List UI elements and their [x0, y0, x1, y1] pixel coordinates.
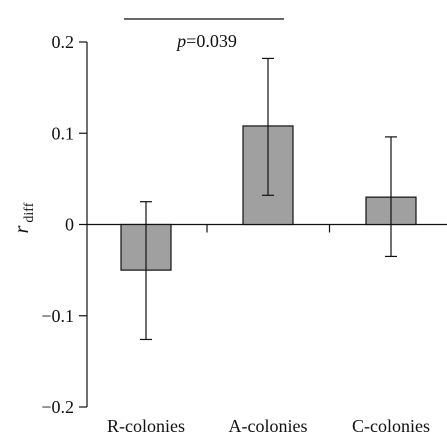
y-tick-label: −0.2: [41, 397, 74, 417]
significance-p: p: [175, 31, 186, 51]
y-axis-label: r diff: [11, 202, 37, 233]
x-tick-label: A-colonies: [229, 416, 308, 436]
y-tick-label: −0.1: [41, 306, 74, 326]
y-tick-label: 0: [65, 215, 74, 235]
y-axis-label-subscript: diff: [22, 202, 37, 222]
y-tick-label: 0.1: [52, 123, 75, 143]
x-tick-label: C-colonies: [352, 416, 430, 436]
labels: 0.2 0.1 0 −0.1 −0.2 R-colonies A-colonies C-col…: [41, 32, 430, 436]
y-tick-label: 0.2: [52, 32, 75, 52]
x-tick-label: R-colonies: [107, 416, 185, 436]
error-bars: [140, 57, 397, 341]
y-axis-label-main: r: [11, 225, 33, 233]
significance-value: =0.039: [186, 31, 237, 51]
significance-label: p=0.039: [175, 31, 237, 51]
